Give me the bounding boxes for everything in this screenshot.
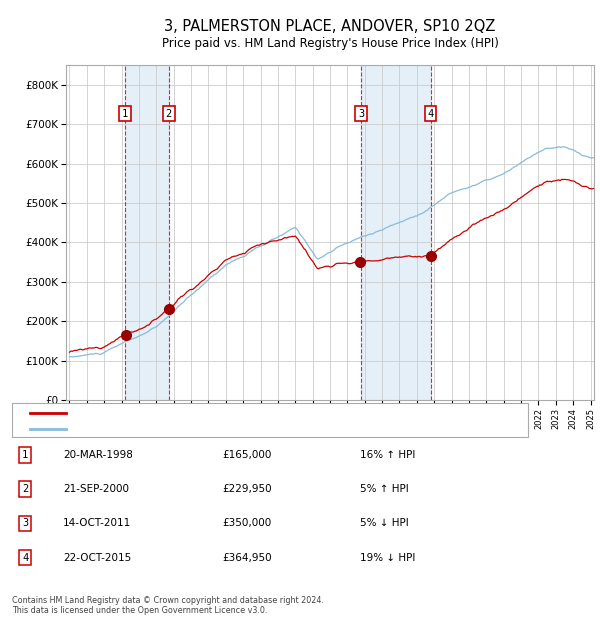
Text: 21-SEP-2000: 21-SEP-2000 bbox=[63, 484, 129, 494]
Text: 2: 2 bbox=[22, 484, 28, 494]
Text: Price paid vs. HM Land Registry's House Price Index (HPI): Price paid vs. HM Land Registry's House … bbox=[161, 37, 499, 50]
Bar bbox=[361, 65, 431, 400]
Text: 14-OCT-2011: 14-OCT-2011 bbox=[63, 518, 131, 528]
Text: 4: 4 bbox=[22, 552, 28, 562]
Text: 3, PALMERSTON PLACE, ANDOVER, SP10 2QZ (detached house): 3, PALMERSTON PLACE, ANDOVER, SP10 2QZ (… bbox=[72, 407, 383, 417]
Text: 3: 3 bbox=[22, 518, 28, 528]
Text: Contains HM Land Registry data © Crown copyright and database right 2024.
This d: Contains HM Land Registry data © Crown c… bbox=[12, 596, 324, 615]
Text: £364,950: £364,950 bbox=[222, 552, 272, 562]
Text: 1: 1 bbox=[22, 450, 28, 460]
Text: 5% ↓ HPI: 5% ↓ HPI bbox=[360, 518, 409, 528]
Text: £350,000: £350,000 bbox=[222, 518, 271, 528]
Text: 2: 2 bbox=[166, 108, 172, 118]
Text: 3, PALMERSTON PLACE, ANDOVER, SP10 2QZ: 3, PALMERSTON PLACE, ANDOVER, SP10 2QZ bbox=[164, 19, 496, 34]
Text: 5% ↑ HPI: 5% ↑ HPI bbox=[360, 484, 409, 494]
Text: 22-OCT-2015: 22-OCT-2015 bbox=[63, 552, 131, 562]
Text: £229,950: £229,950 bbox=[222, 484, 272, 494]
Text: 20-MAR-1998: 20-MAR-1998 bbox=[63, 450, 133, 460]
Text: £165,000: £165,000 bbox=[222, 450, 271, 460]
Text: 4: 4 bbox=[428, 108, 434, 118]
Text: 19% ↓ HPI: 19% ↓ HPI bbox=[360, 552, 415, 562]
Text: 3: 3 bbox=[358, 108, 364, 118]
Bar bbox=[125, 65, 169, 400]
Text: 1: 1 bbox=[122, 108, 128, 118]
Text: HPI: Average price, detached house, Test Valley: HPI: Average price, detached house, Test… bbox=[72, 423, 304, 433]
Text: 16% ↑ HPI: 16% ↑ HPI bbox=[360, 450, 415, 460]
